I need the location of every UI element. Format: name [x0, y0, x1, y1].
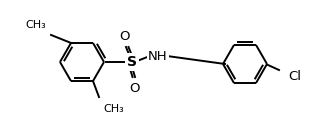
Text: Cl: Cl [288, 71, 301, 83]
Text: NH: NH [148, 50, 168, 62]
Text: S: S [127, 55, 137, 69]
Text: O: O [119, 29, 129, 42]
Text: CH₃: CH₃ [25, 20, 46, 30]
Text: O: O [130, 82, 140, 94]
Text: CH₃: CH₃ [103, 104, 124, 114]
